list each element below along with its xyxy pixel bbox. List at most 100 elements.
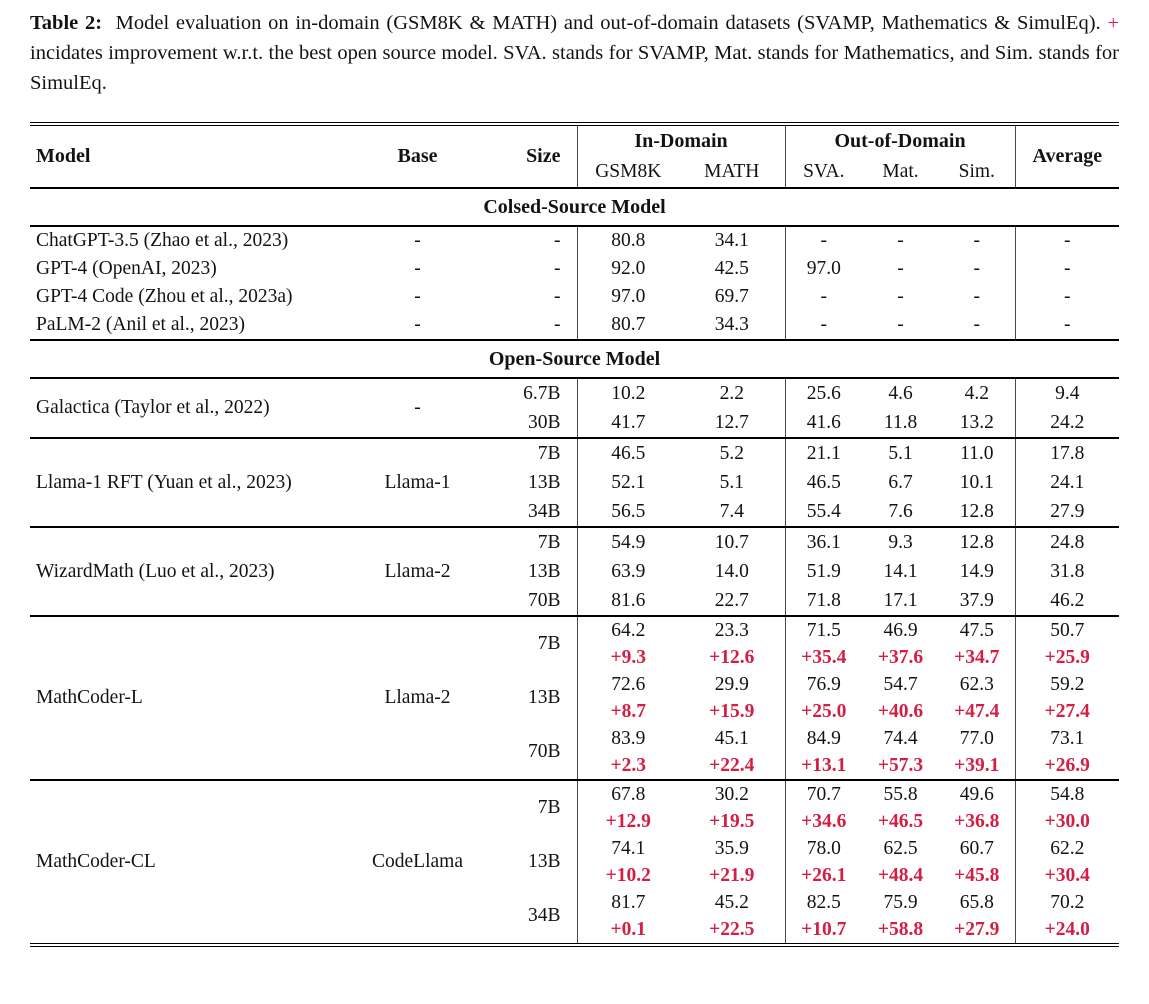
simuleq-value: 12.8 (939, 497, 1016, 527)
mathematics-value: - (897, 230, 904, 251)
base-cell: - (414, 230, 421, 251)
math-value: 5.1 (679, 468, 786, 497)
section-header-open-source: Open-Source Model (30, 339, 1120, 379)
table-row-delta: +8.7 +15.9 +25.0 +40.6 +47.4 +27.4 (30, 698, 1119, 725)
average-value: 54.8 (1015, 779, 1120, 808)
header-simuleq: Sim. (939, 157, 1016, 188)
table-row: 70B 81.6 22.7 71.8 17.1 37.9 46.2 (30, 586, 1119, 616)
table-row: PaLM-2 (Anil et al., 2023) - - 80.7 34.3… (30, 311, 1119, 340)
table-header: Model Base Size In-Domain Out-of-Domain … (30, 124, 1119, 188)
math-value: 14.0 (679, 557, 786, 586)
mathematics-value: 14.1 (883, 560, 918, 582)
svamp-value: 97.0 (806, 258, 841, 279)
header-size: Size (475, 124, 578, 188)
svamp-value: - (820, 314, 828, 335)
svamp-delta: +26.1 (801, 864, 847, 886)
size-cell: 34B (475, 497, 578, 527)
math-delta: +22.4 (679, 752, 786, 780)
mathematics-value: 5.1 (862, 437, 940, 468)
model-cell: PaLM-2 (Anil et al., 2023) (36, 314, 246, 335)
average-delta: +26.9 (1044, 754, 1090, 776)
base-cell: CodeLlama (360, 779, 475, 945)
math-value: 22.7 (679, 586, 786, 616)
math-value: 45.1 (679, 725, 786, 752)
svamp-value: 84.9 (806, 727, 841, 749)
svamp-value: - (820, 230, 828, 251)
svamp-value: 21.1 (785, 437, 863, 468)
simuleq-value: 37.9 (939, 586, 1016, 616)
simuleq-value: 62.3 (939, 671, 1016, 698)
mathematics-delta: +57.3 (877, 754, 924, 776)
table-row-delta: +0.1 +22.5 +10.7 +58.8 +27.9 +24.0 (30, 916, 1119, 945)
header-math: MATH (679, 157, 786, 188)
mathematics-delta: +48.4 (877, 864, 924, 886)
table-row: GPT-4 Code (Zhou et al., 2023a) - - 97.0… (30, 283, 1119, 311)
base-cell: - (414, 258, 421, 279)
average-value: 31.8 (1050, 560, 1085, 582)
average-value: - (1064, 258, 1071, 279)
table-row: 34B 56.5 7.4 55.4 7.6 12.8 27.9 (30, 497, 1119, 527)
table-row: 13B 74.1 35.9 78.0 62.5 60.7 62.2 (30, 835, 1119, 889)
gsm8k-delta: +2.3 (610, 754, 647, 776)
gsm8k-delta: +10.2 (605, 864, 651, 886)
base-cell: Llama-1 (360, 437, 475, 527)
base-cell: - (414, 314, 421, 335)
header-group-in-domain: In-Domain (577, 124, 786, 157)
simuleq-value: 12.8 (939, 526, 1016, 557)
table-row: 34B 81.7 45.2 82.5 75.9 65.8 70.2 (30, 889, 1119, 945)
simuleq-value: 77.0 (939, 725, 1016, 752)
size-cell: 30B (475, 408, 578, 438)
header-model: Model (36, 145, 91, 167)
header-row-datasets: GSM8K MATH SVA. Mat. Sim. (30, 157, 1119, 188)
size-cell: 6.7B (475, 378, 578, 408)
base-cell: Llama-2 (360, 526, 475, 616)
average-delta: +24.0 (1044, 918, 1090, 940)
svamp-value: 78.0 (806, 837, 841, 859)
average-value: 70.2 (1050, 891, 1085, 913)
table-row: 13B 63.9 14.0 51.9 14.1 14.9 31.8 (30, 557, 1119, 586)
mathematics-value: - (897, 286, 904, 307)
average-value: 62.2 (1050, 837, 1085, 859)
simuleq-value: - (939, 311, 1016, 340)
average-delta: +30.4 (1044, 864, 1090, 886)
simuleq-delta: +45.8 (939, 862, 1016, 889)
simuleq-value: 60.7 (939, 835, 1016, 862)
gsm8k-value: 92.0 (611, 258, 646, 279)
math-value: 42.5 (679, 255, 786, 283)
gsm8k-value: 72.6 (611, 673, 646, 695)
math-value: 5.2 (679, 437, 786, 468)
math-delta: +22.5 (679, 916, 786, 945)
math-delta: +12.6 (679, 644, 786, 671)
header-average: Average (1032, 145, 1103, 167)
math-delta: +15.9 (679, 698, 786, 725)
average-value: 24.1 (1050, 471, 1085, 493)
mathematics-value: - (897, 258, 904, 279)
table-row: ChatGPT-3.5 (Zhao et al., 2023) - - 80.8… (30, 226, 1119, 255)
paper-page: Table 2: Model evaluation on in-domain (… (30, 8, 1120, 947)
mathematics-value: 11.8 (883, 411, 918, 433)
section-title: Colsed-Source Model (30, 187, 1120, 227)
average-value: 9.4 (1055, 382, 1080, 404)
math-value: 23.3 (679, 615, 786, 644)
simuleq-value: - (939, 226, 1016, 255)
average-value: 46.2 (1050, 589, 1085, 611)
model-cell: WizardMath (Luo et al., 2023) (30, 526, 360, 616)
simuleq-value: 49.6 (939, 779, 1016, 808)
mathematics-delta: +37.6 (877, 646, 924, 668)
svamp-value: 46.5 (806, 471, 841, 493)
average-delta: +27.4 (1044, 700, 1090, 722)
gsm8k-delta: +9.3 (610, 646, 647, 668)
gsm8k-value: 56.5 (611, 500, 646, 522)
svamp-delta: +13.1 (801, 754, 847, 776)
header-row-groups: Model Base Size In-Domain Out-of-Domain … (30, 124, 1119, 188)
svamp-value: - (820, 286, 828, 307)
table-caption: Table 2: Model evaluation on in-domain (… (30, 8, 1119, 98)
average-value: - (1064, 230, 1071, 251)
svamp-value: 55.4 (806, 500, 841, 522)
size-cell: - (475, 226, 578, 255)
header-mathematics: Mat. (882, 161, 919, 182)
simuleq-value: 13.2 (939, 408, 1016, 438)
table-row: Galactica (Taylor et al., 2022) - 6.7B 1… (30, 378, 1119, 418)
simuleq-value: 47.5 (939, 615, 1016, 644)
gsm8k-value: 67.8 (577, 779, 679, 808)
